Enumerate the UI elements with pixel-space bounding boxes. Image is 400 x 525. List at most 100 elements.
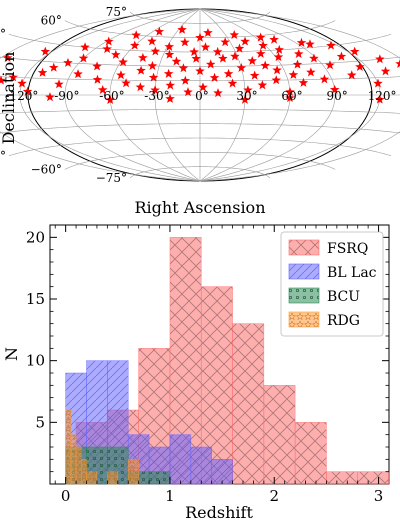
source-marker [309, 53, 319, 63]
source-marker [171, 56, 182, 66]
sky-map: -150°-120°-90°-60°-30°0°30°60°90°120°150… [0, 5, 400, 217]
redshift-histogram: 0 1 2 3 5 10 15 20 FSRQ BL Lac BCU RDG Redshift N [2, 224, 390, 522]
source-marker [147, 36, 157, 46]
legend-swatch-hatch [288, 287, 320, 304]
source-marker [102, 44, 112, 54]
sky-x-axis-label: Right Ascension [135, 198, 266, 217]
histogram-bar-hatch [75, 446, 82, 485]
y-tick-label: 20 [26, 228, 45, 246]
histogram-bars [65, 237, 390, 485]
source-marker [17, 78, 27, 88]
source-marker [240, 36, 250, 46]
parallel-line [129, 11, 271, 24]
source-marker [288, 69, 299, 79]
source-marker [285, 93, 295, 103]
source-marker [205, 59, 216, 69]
source-marker [45, 92, 55, 102]
ra-tick-label: 120° [368, 89, 397, 103]
parallel-line [0, 123, 400, 134]
source-marker [285, 87, 295, 97]
legend-swatch-hatch [288, 263, 320, 280]
ra-tick-label: -90° [54, 89, 79, 103]
source-marker [326, 40, 336, 50]
legend-swatch-hatch [288, 239, 320, 256]
source-marker [230, 51, 240, 61]
source-marker [329, 84, 340, 94]
histogram-bar-hatch [169, 434, 192, 485]
histogram-bar-hatch [190, 446, 212, 485]
source-marker [375, 54, 385, 64]
legend-label: FSRQ [327, 241, 368, 257]
source-marker [130, 40, 140, 50]
source-marker [37, 67, 48, 77]
ra-tick-label: 0° [195, 89, 209, 103]
ra-tick-labels: -150°-120°-90°-60°-30°0°30°60°90°120°150… [5, 89, 397, 103]
source-marker [22, 86, 33, 96]
source-marker [80, 42, 90, 52]
histogram-bar-hatch [107, 471, 119, 485]
source-marker [349, 46, 360, 56]
hist-y-axis-label: N [2, 347, 21, 361]
source-marker [148, 72, 159, 82]
source-marker [78, 53, 89, 63]
source-marker [255, 32, 266, 42]
source-marker [154, 26, 165, 36]
source-marker [92, 61, 102, 71]
source-marker [355, 61, 365, 71]
source-marker [40, 46, 51, 56]
source-marker [306, 67, 316, 77]
source-marker [220, 37, 230, 47]
source-marker [178, 63, 189, 73]
dec-tick-labels: 75°60°45°30°15°0°−15°−30°−45°−60°−75° [0, 5, 127, 185]
source-marker [164, 49, 175, 59]
histogram-bar-hatch [263, 385, 296, 485]
histogram-bar-hatch [211, 459, 233, 485]
dec-tick-label: 45° [0, 27, 6, 41]
source-marker [118, 57, 128, 67]
source-marker [325, 60, 335, 70]
source-marker [8, 72, 18, 82]
source-marker [63, 57, 73, 67]
source-marker [373, 78, 383, 88]
histogram-ticks: 0 1 2 3 5 10 15 20 [26, 225, 389, 505]
source-marker [293, 48, 304, 59]
source-marker [121, 78, 131, 88]
histogram-bar-hatch [86, 471, 98, 485]
source-marker [191, 53, 201, 63]
source-marker [240, 94, 250, 104]
parallel-line [0, 109, 400, 114]
source-marker [234, 43, 245, 53]
source-marker [375, 94, 385, 104]
source-marker [336, 51, 347, 61]
source-marker [150, 85, 160, 95]
ra-tick-label: 90° [326, 89, 347, 103]
y-tick-label: 15 [26, 290, 45, 308]
source-marker [249, 70, 260, 80]
source-marker [164, 41, 175, 51]
source-marker [177, 24, 187, 34]
parallel-line [8, 137, 392, 157]
source-marker [305, 39, 315, 49]
source-marker [73, 69, 83, 79]
source-marker [203, 27, 213, 37]
source-marker [209, 72, 220, 82]
dec-tick-label: −45° [0, 149, 6, 163]
x-tick-label: 2 [269, 487, 279, 505]
parallel-line [8, 33, 392, 53]
x-tick-label: 1 [165, 487, 175, 505]
ra-tick-label: 30° [236, 89, 257, 103]
source-marker [189, 46, 199, 57]
source-marker [180, 75, 191, 85]
histogram-bar-hatch [70, 434, 77, 485]
ra-tick-label: -60° [99, 89, 124, 103]
legend-label: BL Lac [327, 265, 377, 281]
source-marker [136, 65, 146, 75]
source-marker [236, 62, 247, 72]
histogram-bar-hatch [326, 471, 359, 485]
source-marker [247, 55, 258, 65]
legend-label: RDG [327, 313, 360, 329]
dec-tick-label: 60° [41, 14, 62, 28]
series-rdg [65, 409, 139, 485]
x-tick-label: 3 [374, 487, 384, 505]
hist-x-axis-label: Redshift [185, 503, 253, 522]
